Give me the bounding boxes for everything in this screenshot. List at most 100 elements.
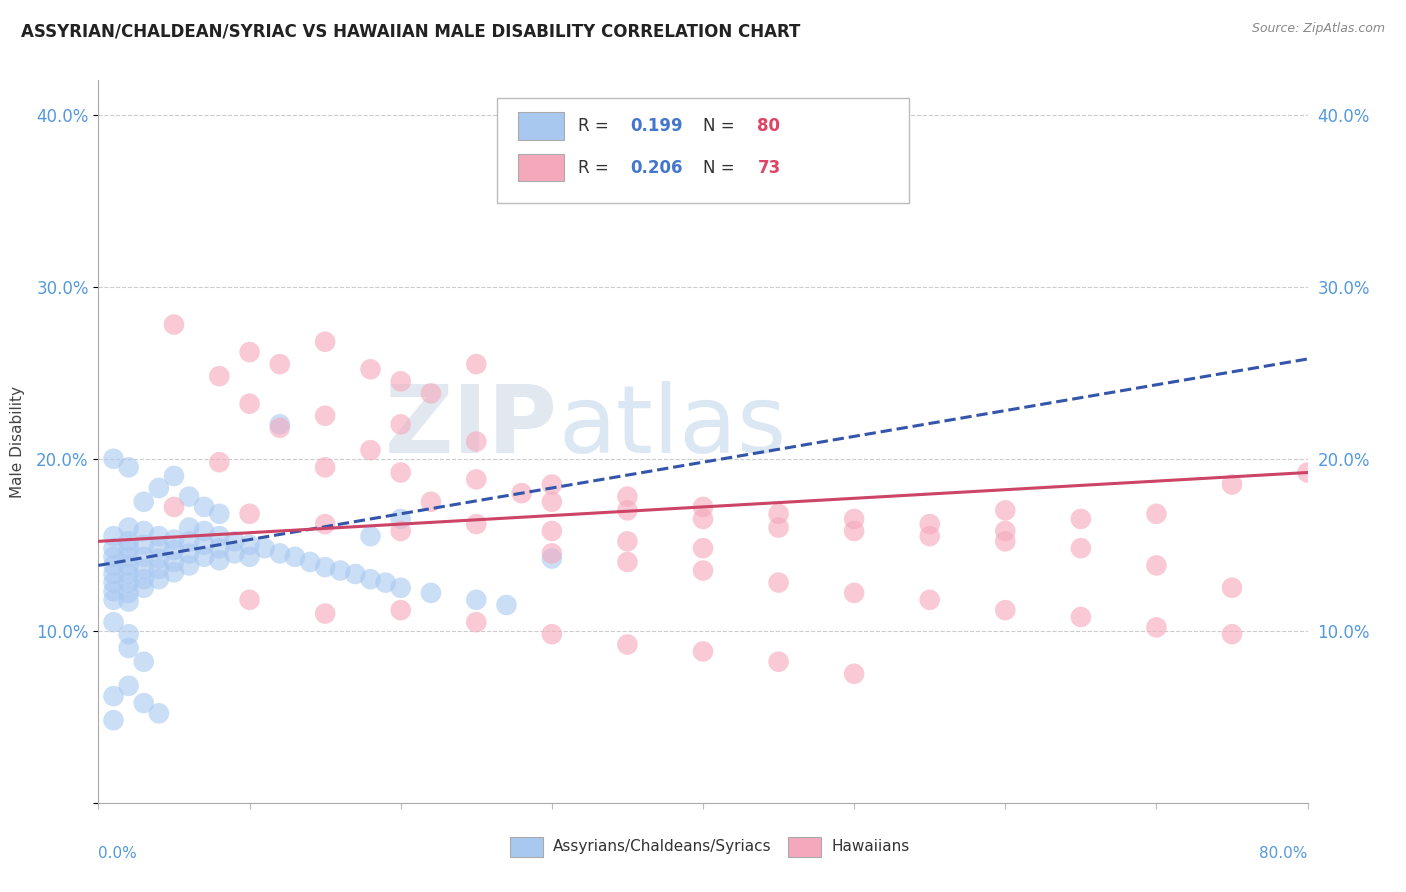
Point [103,713,125,727]
Point [224,546,246,560]
Point [239,507,262,521]
Point [465,434,488,449]
Point [314,334,336,349]
Point [1220,477,1243,491]
Point [1220,581,1243,595]
Point [103,584,125,599]
Point [132,524,155,538]
Point [994,524,1017,538]
Point [163,566,186,580]
Point [768,575,790,590]
Point [132,494,155,508]
Point [844,524,866,538]
Point [193,524,215,538]
Point [103,549,125,564]
Point [224,534,246,549]
Point [389,466,412,480]
Point [103,575,125,590]
Point [768,655,790,669]
Text: N =: N = [703,159,740,177]
Text: ASSYRIAN/CHALDEAN/SYRIAC VS HAWAIIAN MALE DISABILITY CORRELATION CHART: ASSYRIAN/CHALDEAN/SYRIAC VS HAWAIIAN MAL… [21,22,800,40]
Point [269,357,291,371]
Point [389,512,412,526]
Point [208,541,231,556]
Point [193,538,215,552]
Text: 80: 80 [758,117,780,135]
Point [132,696,155,710]
Point [918,592,941,607]
FancyBboxPatch shape [517,154,564,181]
Point [179,490,201,504]
Point [314,607,336,621]
Point [208,369,231,384]
Point [132,549,155,564]
Text: 0.199: 0.199 [630,117,683,135]
Point [540,524,562,538]
Point [103,615,125,630]
Point [239,592,262,607]
Point [269,417,291,432]
Point [314,409,336,423]
Point [148,529,170,543]
Point [284,549,307,564]
FancyBboxPatch shape [498,98,908,203]
Point [844,586,866,600]
Text: 0.206: 0.206 [630,159,683,177]
Point [465,357,488,371]
Point [299,555,322,569]
Text: R =: R = [578,159,614,177]
Point [163,533,186,547]
Point [103,451,125,466]
Point [314,460,336,475]
Point [118,627,141,641]
Point [692,644,714,658]
Point [692,541,714,556]
Point [374,575,396,590]
Point [179,520,201,534]
Point [269,546,291,560]
Point [540,627,562,641]
Text: Hawaiians: Hawaiians [831,839,910,855]
Point [118,460,141,475]
Point [239,538,262,552]
Point [208,553,231,567]
Point [360,529,382,543]
Point [844,512,866,526]
Point [239,345,262,359]
Point [103,567,125,582]
Point [420,494,443,508]
Text: Assyrians/Chaldeans/Syriacs: Assyrians/Chaldeans/Syriacs [553,839,772,855]
Point [103,541,125,556]
Point [148,551,170,566]
Point [1146,558,1168,573]
Point [692,500,714,514]
Point [616,534,638,549]
Point [118,534,141,549]
Point [389,603,412,617]
Point [148,481,170,495]
FancyBboxPatch shape [517,112,564,139]
Point [103,592,125,607]
Point [994,603,1017,617]
Point [118,679,141,693]
Point [1146,507,1168,521]
Text: ZIP: ZIP [385,381,558,473]
Point [360,443,382,458]
Text: Source: ZipAtlas.com: Source: ZipAtlas.com [1251,22,1385,36]
Point [918,529,941,543]
FancyBboxPatch shape [509,837,543,857]
Point [239,397,262,411]
Point [495,598,517,612]
Point [692,564,714,578]
Point [208,507,231,521]
Point [193,549,215,564]
Point [208,455,231,469]
Point [1070,512,1092,526]
Point [239,549,262,564]
Point [148,572,170,586]
Point [616,638,638,652]
Point [1070,541,1092,556]
Point [179,534,201,549]
Point [163,469,186,483]
Point [103,558,125,573]
